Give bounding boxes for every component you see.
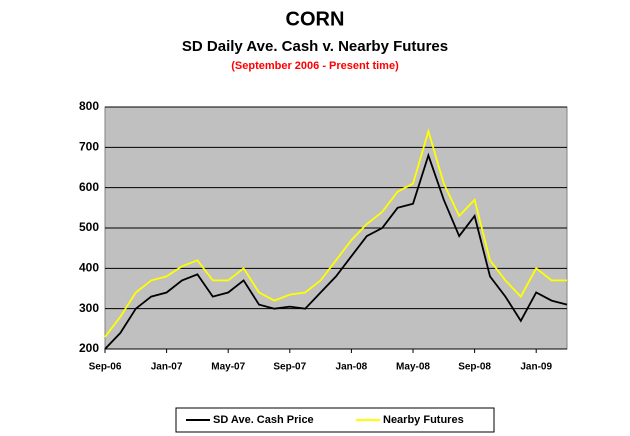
y-tick-label: 200 xyxy=(79,341,99,355)
y-tick-label: 400 xyxy=(79,261,99,275)
series-line xyxy=(104,128,567,338)
x-tick-label: May-07 xyxy=(211,362,245,373)
x-tick-label: Sep-08 xyxy=(458,362,491,373)
x-tick-label: Sep-07 xyxy=(273,362,306,373)
x-tick-label: May-08 xyxy=(396,362,430,373)
chart-subtitle: SD Daily Ave. Cash v. Nearby Futures xyxy=(182,38,448,55)
chart-title: CORN xyxy=(286,8,345,30)
y-tick-label: 700 xyxy=(79,140,99,154)
chart-note: (September 2006 - Present time) xyxy=(231,60,399,72)
y-tick-label: 600 xyxy=(79,180,99,194)
x-tick-label: Jan-07 xyxy=(151,362,183,373)
y-tick-label: 800 xyxy=(79,99,99,113)
x-tick-label: Sep-06 xyxy=(89,362,122,373)
y-tick-label: 500 xyxy=(79,220,99,234)
x-tick-label: Jan-09 xyxy=(520,362,552,373)
x-tick-label: Jan-08 xyxy=(336,362,368,373)
legend-box xyxy=(175,407,495,433)
y-tick-label: 300 xyxy=(79,301,99,315)
series-line xyxy=(104,152,568,350)
legend-label: Nearby Futures xyxy=(383,414,464,426)
legend-label: SD Ave. Cash Price xyxy=(213,414,314,426)
